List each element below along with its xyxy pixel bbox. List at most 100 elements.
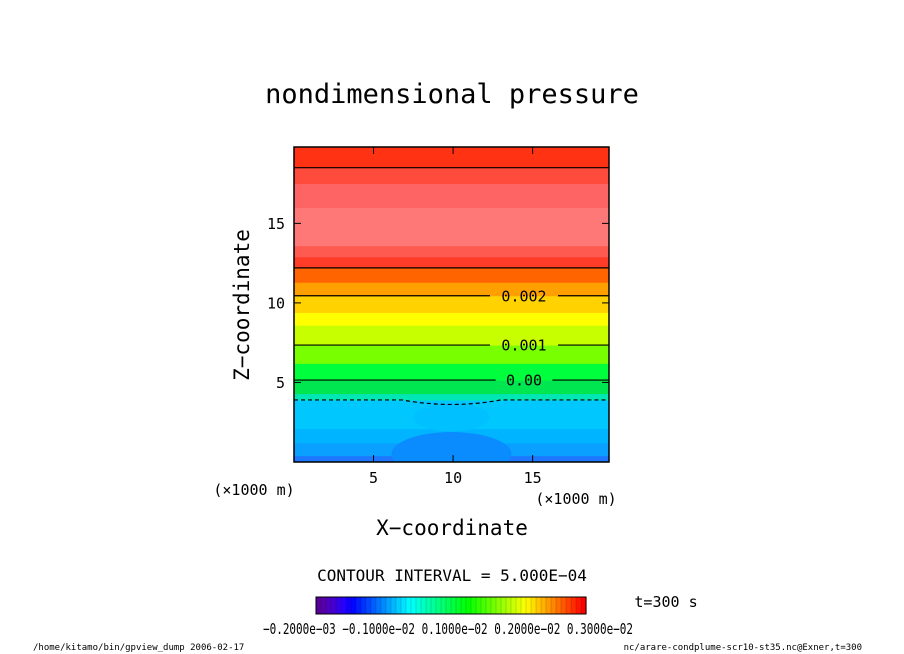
colorbar-cell-2 [326,597,332,614]
colorbar-cell-44 [536,597,542,614]
colorbar-frame [315,596,587,615]
colorbar-cell-52 [576,597,582,614]
colorbar-cell-31 [471,597,477,614]
colorbar-cell-23 [431,597,437,614]
contour-labels: 0.002 0.001 0.00 [501,287,546,389]
contour-label-0: 0.002 [501,287,546,305]
colorbar-cell-42 [526,597,532,614]
colorbar-cell-33 [481,597,487,614]
colorbar-cell-7 [351,597,357,614]
perturbation-lobe-low [391,432,512,462]
time-label: t=300 s [634,593,697,611]
colorbar-cell-48 [556,597,562,614]
colorbar-cell-50 [566,597,572,614]
y-ticks: 5 10 15 [267,215,609,392]
contour-lines [294,167,609,406]
colorbar-cell-4 [336,597,342,614]
colorbar-cell-16 [396,597,402,614]
colorbar-cell-13 [381,597,387,614]
colorbar-cell-27 [451,597,457,614]
color-band-13 [294,256,609,269]
color-bands [294,147,609,462]
contour-interval-text: CONTOUR INTERVAL = 5.000E−04 [317,566,587,585]
colorbar-cell-5 [341,597,347,614]
colorbar-cell-47 [551,597,557,614]
colorbar-cell-34 [486,597,492,614]
y-tick-label-0: 5 [276,374,285,392]
colorbar-cell-21 [421,597,427,614]
colorbar-cell-49 [561,597,567,614]
color-band-16 [294,183,609,208]
color-band-17 [294,167,609,185]
colorbar [315,597,587,614]
colorbar-cell-22 [426,597,432,614]
colorbar-cell-11 [371,597,377,614]
chart-title: nondimensional pressure [265,79,639,110]
colorbar-cell-14 [386,597,392,614]
y-unit-label: (×1000 m) [213,481,294,499]
colorbar-cell-0 [316,597,322,614]
x-unit-label: (×1000 m) [535,490,616,508]
colorbar-cell-17 [401,597,407,614]
colorbar-cell-29 [461,597,467,614]
colorbar-cell-15 [391,597,397,614]
contour-line-3 [294,399,609,406]
color-band-14 [294,245,609,258]
x-tick-label-2: 15 [524,469,542,487]
color-band-6 [294,363,609,381]
perturbation-lobe-mid [413,403,490,432]
y-tick-label-2: 15 [267,215,285,233]
colorbar-cell-18 [406,597,412,614]
colorbar-cell-19 [411,597,417,614]
color-band-7 [294,345,609,364]
colorbar-cell-1 [321,597,327,614]
contour-label-2: 0.00 [506,372,542,390]
x-tick-label-0: 5 [369,469,378,487]
colorbar-cell-12 [376,597,382,614]
footer-left: /home/kitamo/bin/gpview_dump 2006-02-17 [33,643,244,653]
colorbar-cell-35 [491,597,497,614]
colorbar-cell-45 [541,597,547,614]
color-band-10 [294,295,609,313]
colorbar-cell-6 [346,597,352,614]
colorbar-cell-53 [581,597,587,614]
colorbar-cell-25 [441,597,447,614]
colorbar-cell-40 [516,597,522,614]
colorbar-cell-9 [361,597,367,614]
color-band-12 [294,267,609,283]
colorbar-cell-36 [496,597,502,614]
footer-right: nc/arare-condplume-scr10-st35.nc@Exner,t… [624,643,862,653]
colorbar-cell-41 [521,597,527,614]
colorbar-cell-20 [416,597,422,614]
y-axis-label: Z−coordinate [230,229,254,381]
colorbar-cell-32 [476,597,482,614]
plot-frame [293,146,610,463]
colorbar-cell-3 [331,597,337,614]
colorbar-tick-labels: −0.2000e−03 −0.1000e−02 0.1000e−02 0.200… [263,620,633,638]
colorbar-cell-24 [436,597,442,614]
color-band-11 [294,282,609,297]
contour-label-1: 0.001 [501,337,546,355]
colorbar-cell-46 [546,597,552,614]
y-tick-label-1: 10 [267,294,285,312]
colorbar-cell-8 [356,597,362,614]
color-band-15 [294,207,609,247]
color-band-4 [294,393,609,401]
colorbar-cell-30 [466,597,472,614]
colorbar-cell-10 [366,597,372,614]
color-band-9 [294,312,609,326]
colorbar-cell-39 [511,597,517,614]
x-axis-label: X−coordinate [376,516,528,540]
colorbar-cell-43 [531,597,537,614]
x-tick-label-1: 10 [444,469,462,487]
x-ticks: 5 10 15 [369,147,542,487]
color-band-18 [294,147,609,169]
colorbar-cell-28 [456,597,462,614]
color-band-5 [294,380,609,395]
plot-area [294,147,609,462]
colorbar-cell-51 [571,597,577,614]
colorbar-cell-37 [501,597,507,614]
color-band-8 [294,325,609,346]
colorbar-cell-26 [446,597,452,614]
